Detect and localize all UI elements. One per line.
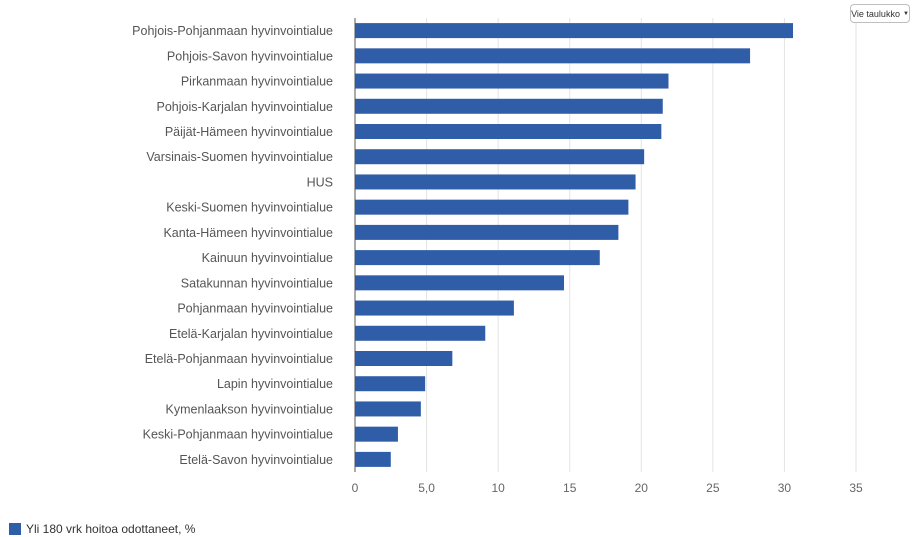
category-labels: Pohjois-Pohjanmaan hyvinvointialue Pohjoi…	[132, 24, 333, 467]
bar[interactable]	[355, 124, 662, 139]
bars	[355, 23, 794, 467]
x-tick-label: 20	[635, 481, 649, 495]
category-label: Kainuun hyvinvointialue	[202, 251, 333, 265]
x-tick-label: 5,0	[418, 481, 435, 495]
export-table-button[interactable]: Vie taulukko ▼	[850, 4, 910, 23]
bar[interactable]	[355, 149, 645, 165]
bar[interactable]	[355, 351, 453, 366]
category-label: Etelä-Karjalan hyvinvointialue	[169, 327, 333, 341]
bar[interactable]	[355, 73, 669, 89]
bar[interactable]	[355, 401, 421, 417]
category-label: Pohjois-Karjalan hyvinvointialue	[157, 100, 334, 114]
category-label: Varsinais-Suomen hyvinvointialue	[146, 150, 333, 164]
category-label: Päijät-Hämeen hyvinvointialue	[165, 125, 333, 139]
category-label: Etelä-Savon hyvinvointialue	[179, 453, 333, 467]
x-tick-label: 25	[706, 481, 720, 495]
category-label: HUS	[307, 175, 333, 189]
bar[interactable]	[355, 275, 564, 291]
legend[interactable]: Yli 180 vrk hoitoa odottaneet, %	[9, 522, 195, 536]
bar[interactable]	[355, 98, 663, 114]
category-label: Lapin hyvinvointialue	[217, 377, 333, 391]
category-label: Keski-Suomen hyvinvointialue	[166, 201, 333, 215]
gridlines	[426, 18, 857, 472]
bar[interactable]	[355, 250, 600, 266]
bar[interactable]	[355, 199, 629, 215]
bar[interactable]	[355, 23, 794, 39]
category-label: Pohjois-Pohjanmaan hyvinvointialue	[132, 24, 333, 38]
category-label: Etelä-Pohjanmaan hyvinvointialue	[145, 352, 333, 366]
bar[interactable]	[355, 426, 398, 442]
category-label: Kanta-Hämeen hyvinvointialue	[163, 226, 333, 240]
category-label: Pohjanmaan hyvinvointialue	[177, 302, 333, 316]
bar[interactable]	[355, 174, 636, 190]
category-label: Kymenlaakson hyvinvointialue	[166, 402, 334, 416]
legend-label: Yli 180 vrk hoitoa odottaneet, %	[26, 522, 196, 536]
legend-swatch	[9, 523, 21, 535]
category-label: Pirkanmaan hyvinvointialue	[181, 75, 333, 89]
caret-down-icon: ▼	[902, 10, 909, 17]
bar[interactable]	[355, 376, 426, 392]
category-label: Keski-Pohjanmaan hyvinvointialue	[143, 428, 333, 442]
x-tick-label: 35	[849, 481, 863, 495]
bar[interactable]	[355, 224, 619, 240]
export-table-label: Vie taulukko	[851, 8, 900, 19]
bar[interactable]	[355, 325, 486, 341]
category-label: Satakunnan hyvinvointialue	[181, 276, 333, 290]
category-label: Pohjois-Savon hyvinvointialue	[167, 49, 333, 63]
x-axis-tick-labels: 0 5,0 10 15 20 25 30 35	[352, 481, 863, 495]
x-tick-label: 0	[352, 481, 359, 495]
x-tick-label: 30	[778, 481, 792, 495]
x-tick-label: 15	[563, 481, 577, 495]
x-tick-label: 10	[491, 481, 505, 495]
bar[interactable]	[355, 451, 391, 467]
bar[interactable]	[355, 300, 514, 316]
bar[interactable]	[355, 48, 751, 64]
